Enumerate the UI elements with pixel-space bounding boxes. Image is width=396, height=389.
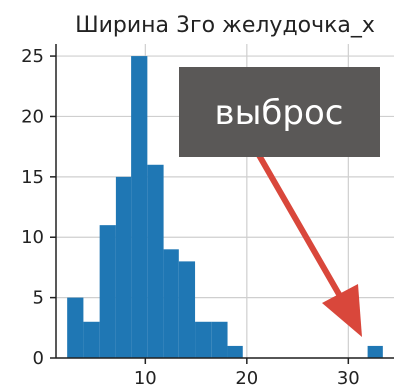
outlier-annotation: выброс: [179, 67, 380, 337]
annotation-box: [179, 67, 380, 157]
histogram-bar-5: [147, 164, 164, 358]
histogram-bar-10: [227, 345, 243, 358]
histogram-bar-6: [163, 249, 179, 358]
annotation-arrowhead: [322, 284, 362, 337]
y-tick-label-3: 15: [21, 167, 44, 188]
y-tick-label-0: 0: [33, 348, 44, 369]
histogram-bar-1: [83, 321, 100, 358]
histogram-bar-7: [178, 261, 196, 358]
y-tick-label-1: 5: [33, 288, 44, 309]
bars: [67, 56, 383, 358]
x-tick-label-1: 20: [235, 368, 258, 389]
x-tick-label-0: 10: [134, 368, 157, 389]
y-tick-label-4: 20: [21, 106, 44, 127]
x-tick-label-2: 30: [337, 368, 360, 389]
axes: [50, 44, 394, 364]
annotation-text: выброс: [215, 93, 344, 133]
chart-title: Ширина 3го желудочка_x: [75, 13, 375, 38]
histogram-bar-0: [67, 297, 84, 358]
histogram-bar-3: [115, 176, 132, 358]
x-tick-labels: 10 20 30: [134, 368, 360, 389]
histogram-bar-11: [367, 345, 383, 358]
histogram-bar-8: [195, 321, 212, 358]
histogram-bar-4: [131, 56, 148, 358]
histogram-bar-9: [211, 321, 228, 358]
y-tick-labels: 0 5 10 15 20 25: [21, 46, 44, 369]
annotation-arrow: [253, 147, 347, 306]
y-tick-label-2: 10: [21, 227, 44, 248]
y-tick-label-5: 25: [21, 46, 44, 67]
histogram-bar-2: [99, 225, 116, 358]
